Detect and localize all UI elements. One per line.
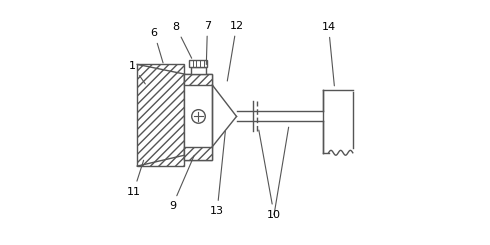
Text: 13: 13 [210, 131, 225, 216]
Bar [189, 60, 207, 67]
Text: 14: 14 [321, 22, 336, 86]
Text: 1: 1 [129, 61, 146, 84]
Text: 10: 10 [259, 130, 281, 220]
Text: 8: 8 [172, 22, 192, 58]
Text: 7: 7 [204, 21, 211, 64]
Bar [184, 147, 212, 160]
Bar [191, 67, 205, 74]
Bar [184, 74, 212, 160]
Bar [184, 74, 212, 85]
Text: 11: 11 [126, 160, 144, 196]
Text: 6: 6 [150, 28, 163, 63]
Bar [137, 64, 184, 166]
Text: 12: 12 [227, 21, 244, 81]
Text: 9: 9 [169, 155, 194, 211]
